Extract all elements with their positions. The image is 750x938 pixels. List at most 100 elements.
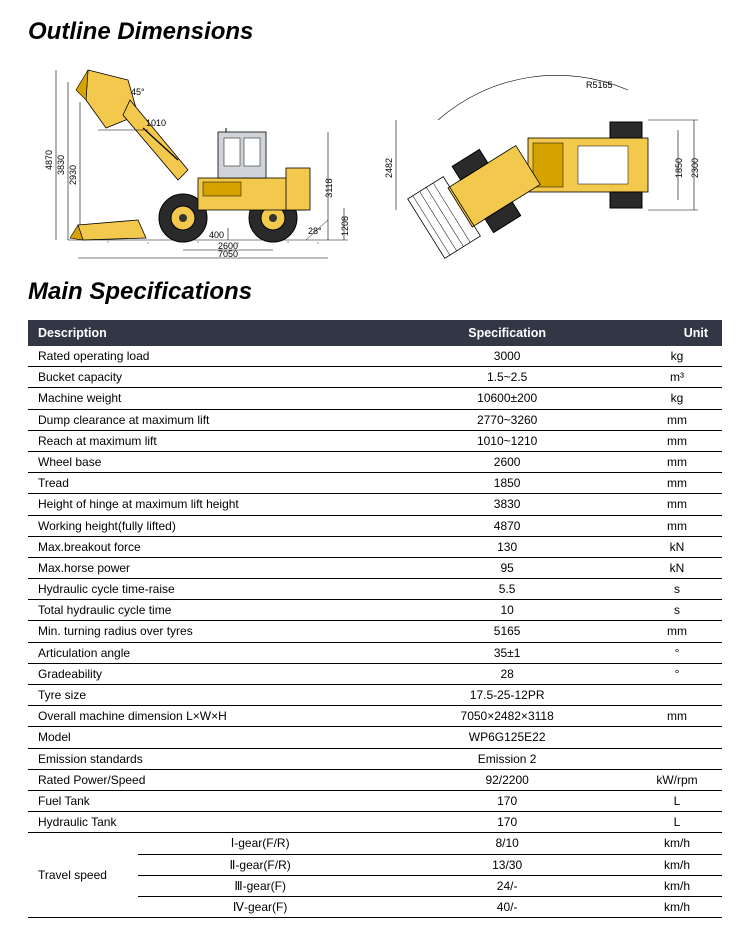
table-row: Overall machine dimension L×W×H7050×2482… [28,706,722,727]
cell-gear: Ⅳ-gear(F) [138,896,382,917]
cell-unit: ° [632,663,722,684]
col-unit: Unit [632,320,722,346]
cell-spec: 3830 [382,494,632,515]
svg-text:R5165: R5165 [586,80,613,90]
cell-spec: 1850 [382,473,632,494]
table-row: Height of hinge at maximum lift height38… [28,494,722,515]
cell-spec: Emission 2 [382,748,632,769]
table-row: Rated operating load3000kg [28,346,722,367]
cell-travel-label: Travel speed [28,833,138,918]
cell-spec: WP6G125E22 [382,727,632,748]
cell-unit: s [632,579,722,600]
cell-spec: 170 [382,812,632,833]
cell-desc: Gradeability [28,663,382,684]
cell-unit: ° [632,642,722,663]
cell-desc: Min. turning radius over tyres [28,621,382,642]
cell-desc: Reach at maximum lift [28,430,382,451]
table-row: Working height(fully lifted)4870mm [28,515,722,536]
cell-gear: Ⅲ-gear(F) [138,875,382,896]
svg-text:1010: 1010 [146,118,166,128]
cell-spec: 4870 [382,515,632,536]
cell-spec: 5165 [382,621,632,642]
cell-unit [632,727,722,748]
outline-title: Outline Dimensions [28,18,722,46]
cell-unit: km/h [632,854,722,875]
table-row: Bucket capacity1.5~2.5m³ [28,367,722,388]
cell-spec: 40/- [382,896,632,917]
cell-unit: m³ [632,367,722,388]
table-row: Max.horse power95kN [28,557,722,578]
cell-unit: kN [632,557,722,578]
svg-text:2930: 2930 [68,165,78,185]
svg-text:4870: 4870 [44,150,54,170]
cell-desc: Overall machine dimension L×W×H [28,706,382,727]
cell-unit: mm [632,706,722,727]
cell-gear: Ⅰ-gear(F/R) [138,833,382,854]
cell-desc: Wheel base [28,451,382,472]
svg-text:7050: 7050 [218,249,238,259]
cell-spec: 10600±200 [382,388,632,409]
cell-unit: mm [632,409,722,430]
cell-desc: Max.breakout force [28,536,382,557]
cell-desc: Rated operating load [28,346,382,367]
svg-text:3830: 3830 [56,155,66,175]
cell-spec: 95 [382,557,632,578]
table-row: Gradeability28° [28,663,722,684]
table-row: Hydraulic Tank170L [28,812,722,833]
svg-text:2482: 2482 [384,158,394,178]
table-row: Reach at maximum lift1010~1210mm [28,430,722,451]
table-row: Wheel base2600mm [28,451,722,472]
cell-spec: 92/2200 [382,769,632,790]
cell-desc: Machine weight [28,388,382,409]
table-row: Fuel Tank170L [28,790,722,811]
spec-table: Description Specification Unit Rated ope… [28,320,722,918]
cell-spec: 170 [382,790,632,811]
cell-spec: 5.5 [382,579,632,600]
cell-unit: kg [632,346,722,367]
cell-spec: 2600 [382,451,632,472]
cell-unit: L [632,790,722,811]
cell-desc: Hydraulic cycle time-raise [28,579,382,600]
specs-title: Main Specifications [28,278,722,306]
table-row: Total hydraulic cycle time10s [28,600,722,621]
svg-text:1850: 1850 [674,158,684,178]
svg-text:400: 400 [209,230,224,240]
table-row: Tyre size17.5-25-12PR [28,685,722,706]
cell-unit: mm [632,473,722,494]
spec-header-row: Description Specification Unit [28,320,722,346]
cell-spec: 13/30 [382,854,632,875]
cell-spec: 35±1 [382,642,632,663]
cell-unit: mm [632,621,722,642]
cell-desc: Tread [28,473,382,494]
diagram-top-view: R5165 2482 [378,60,708,260]
table-row: Rated Power/Speed92/2200kW/rpm [28,769,722,790]
cell-desc: Articulation angle [28,642,382,663]
cell-unit: mm [632,515,722,536]
cell-unit: mm [632,494,722,515]
cell-desc: Height of hinge at maximum lift height [28,494,382,515]
svg-text:3118: 3118 [324,178,334,197]
cell-spec: 17.5-25-12PR [382,685,632,706]
diagram-row: 4870 3830 2930 45° 1010 [28,60,722,260]
cell-unit: km/h [632,833,722,854]
cell-unit: km/h [632,875,722,896]
cell-desc: Total hydraulic cycle time [28,600,382,621]
cell-spec: 24/- [382,875,632,896]
cell-unit: mm [632,430,722,451]
cell-spec: 10 [382,600,632,621]
diagram-side-view: 4870 3830 2930 45° 1010 [28,60,368,260]
cell-unit: kN [632,536,722,557]
cell-unit [632,748,722,769]
cell-spec: 28 [382,663,632,684]
cell-spec: 7050×2482×3118 [382,706,632,727]
col-description: Description [28,320,382,346]
table-row: Articulation angle35±1° [28,642,722,663]
cell-unit: s [632,600,722,621]
svg-text:2300: 2300 [690,158,700,178]
table-row: Dump clearance at maximum lift2770~3260m… [28,409,722,430]
table-row: Machine weight10600±200kg [28,388,722,409]
cell-spec: 130 [382,536,632,557]
cell-desc: Max.horse power [28,557,382,578]
cell-unit: kg [632,388,722,409]
cell-gear: Ⅱ-gear(F/R) [138,854,382,875]
